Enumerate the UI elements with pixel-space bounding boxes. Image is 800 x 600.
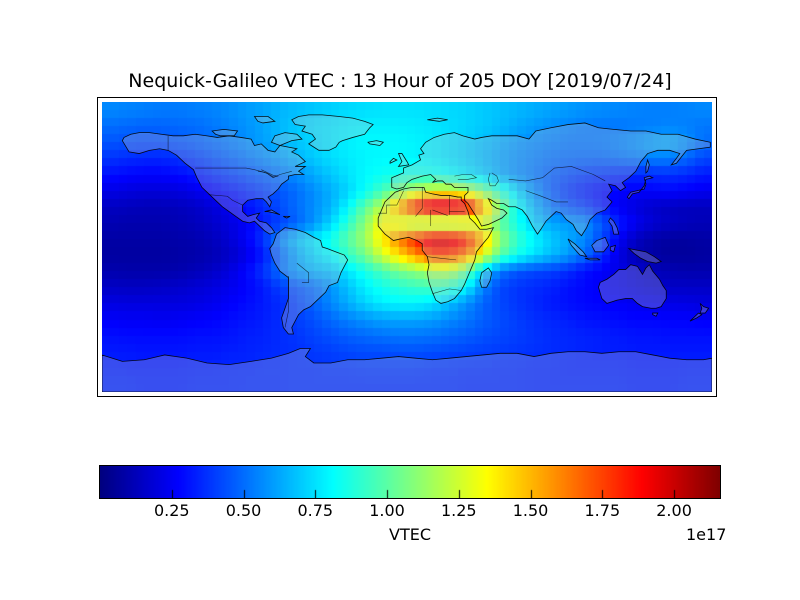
colorbar-tick-label: 0.25 — [153, 501, 190, 520]
colorbar-tick-label: 1.00 — [369, 501, 405, 520]
coastline-path — [627, 176, 652, 199]
border-line — [526, 191, 568, 202]
border-line — [509, 166, 606, 181]
border-line — [488, 173, 498, 186]
border-line — [209, 195, 243, 205]
coastline-path — [368, 141, 383, 146]
colorbar-tick-label: 1.75 — [584, 501, 621, 520]
colorbar-axis-label: VTEC — [389, 525, 431, 544]
border-line — [285, 276, 288, 328]
coastline-path — [592, 237, 609, 252]
border-line — [258, 170, 278, 177]
coastline-path — [609, 218, 619, 234]
colorbar — [99, 465, 721, 499]
coastline-path — [265, 210, 280, 215]
colorbar-tick-label: 1.50 — [512, 501, 549, 520]
coastline-path — [585, 258, 600, 260]
page-title: Nequick-Galileo VTEC : 13 Hour of 205 DO… — [128, 70, 672, 92]
border-line — [432, 289, 461, 294]
coastline-path — [271, 133, 302, 146]
coastline-path — [690, 313, 702, 321]
coastline-path — [629, 249, 661, 264]
coastline-path — [390, 158, 397, 163]
coastline-path — [255, 117, 275, 123]
coastline-path — [102, 349, 712, 392]
coastline-path — [378, 187, 493, 303]
colorbar-tick-label: 0.50 — [225, 501, 262, 520]
coastline-path — [392, 123, 711, 236]
coastline-path — [568, 239, 587, 257]
border-line — [378, 191, 403, 214]
coastlines-layer — [102, 102, 712, 392]
coastline-path — [653, 313, 658, 316]
colorbar-tick-label: 2.00 — [656, 501, 692, 520]
coastline-path — [700, 303, 708, 313]
border-line — [415, 187, 422, 216]
coastline-path — [283, 216, 290, 218]
coastline-path — [646, 160, 649, 173]
coastline-path — [212, 129, 237, 135]
coastline-path — [427, 118, 447, 121]
border-line — [297, 263, 309, 282]
coastline-path — [122, 133, 305, 235]
border-line — [427, 257, 456, 260]
border-line — [432, 210, 447, 216]
coastline-path — [399, 154, 409, 167]
colorbar-tick-label: 0.75 — [297, 501, 334, 520]
map-axes — [97, 97, 717, 397]
colorbar-tick-label: 1.25 — [440, 501, 477, 520]
colorbar-offset-label: 1e17 — [686, 525, 727, 544]
border-line — [454, 175, 476, 180]
coastline-path — [292, 115, 373, 150]
coastline-path — [480, 268, 492, 287]
coastline-path — [610, 245, 615, 251]
coastline-path — [598, 265, 666, 309]
